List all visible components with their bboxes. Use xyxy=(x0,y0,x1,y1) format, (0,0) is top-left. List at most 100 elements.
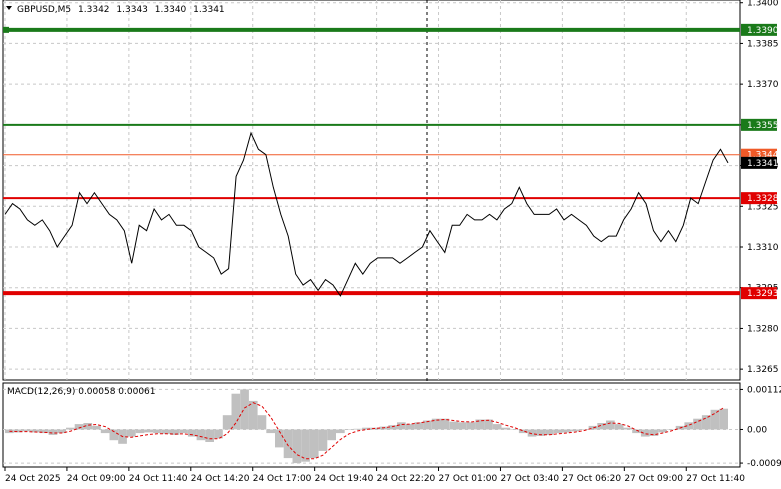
macd-bar xyxy=(179,429,188,434)
macd-bar xyxy=(545,429,554,435)
macd-bar xyxy=(336,429,345,434)
macd-bar xyxy=(606,420,615,430)
macd-bar xyxy=(701,415,711,430)
level-handle-icon[interactable] xyxy=(3,26,9,33)
macd-bar xyxy=(475,419,485,430)
macd-bar xyxy=(309,429,319,459)
macd-bar xyxy=(109,429,119,441)
macd-axis[interactable]: 0.00112 0.00 -0.00094 xyxy=(740,385,781,469)
macd-bar xyxy=(405,424,415,430)
macd-bar xyxy=(222,415,232,430)
macd-bar xyxy=(48,429,58,435)
macd-bar xyxy=(214,429,223,439)
macd-bar xyxy=(579,429,589,430)
macd-bar xyxy=(92,425,101,430)
macd-bar xyxy=(501,427,511,430)
time-tick-label: 24 Oct 17:00 xyxy=(253,474,312,484)
macd-bar xyxy=(423,420,432,430)
macd-bar xyxy=(588,425,598,430)
macd-bar xyxy=(344,429,354,430)
macd-bar xyxy=(66,427,75,430)
macd-bar xyxy=(684,422,694,430)
macd-pane[interactable]: MACD(12,26,9) 0.00058 0.00061 xyxy=(2,382,741,468)
level-1.3355-price-tag xyxy=(741,118,777,131)
macd-bar xyxy=(353,428,363,430)
macd-bar xyxy=(57,429,66,434)
time-tick-label: 24 Oct 22:20 xyxy=(377,474,436,484)
macd-bar xyxy=(187,429,197,437)
time-axis[interactable]: 24 Oct 2025 24 Oct 09:00 24 Oct 11:40 24 Oc… xyxy=(4,467,745,484)
macd-bar xyxy=(83,423,93,430)
level-1.3355-price-label: 1.3355 xyxy=(747,121,779,131)
macd-bar xyxy=(640,429,650,437)
macd-bar xyxy=(553,429,563,434)
open-value: 1.3342 xyxy=(78,5,110,15)
level-1.3328-price-tag xyxy=(741,192,777,205)
price-tick-label: 1.3370 xyxy=(747,80,779,90)
level-1.3390-price-tag xyxy=(741,23,777,36)
level-1.3328-price-label: 1.3328 xyxy=(747,194,779,204)
macd-bar xyxy=(440,418,450,430)
price-axis[interactable]: 1.34001.33851.33701.33551.33401.33251.33… xyxy=(740,0,779,375)
level-1.3390-price-label: 1.3390 xyxy=(747,26,779,36)
time-tick-label: 27 Oct 09:00 xyxy=(624,474,683,484)
macd-signal-line xyxy=(9,402,724,460)
price-tick-label: 1.3280 xyxy=(747,324,779,334)
chart-header: GBPUSD,M5 1.3342 1.3343 1.3340 1.3341 xyxy=(17,5,225,15)
macd-bar xyxy=(205,429,214,442)
macd-bar xyxy=(667,429,676,430)
macd-bar xyxy=(614,424,624,430)
time-tick-label: 24 Oct 09:00 xyxy=(67,474,126,484)
macd-histogram xyxy=(5,389,728,464)
macd-bar xyxy=(100,429,110,434)
time-tick-label: 27 Oct 11:40 xyxy=(686,474,745,484)
level-1.3344-price-label: 1.3344 xyxy=(747,151,779,161)
price-grid xyxy=(3,0,740,380)
macd-bar xyxy=(275,429,284,448)
macd-bar xyxy=(597,423,606,430)
macd-bar xyxy=(466,422,476,430)
macd-bar xyxy=(527,429,537,437)
time-tick-label: 24 Oct 2025 xyxy=(5,474,61,484)
macd-bar xyxy=(492,424,502,430)
macd-bar xyxy=(518,429,528,434)
price-tick-label: 1.3325 xyxy=(747,202,779,212)
macd-bar xyxy=(240,389,249,430)
macd-bar xyxy=(301,429,310,462)
symbol-dropdown-icon[interactable] xyxy=(6,6,12,10)
time-tick-label: 27 Oct 03:40 xyxy=(500,474,559,484)
time-tick-label: 27 Oct 06:20 xyxy=(562,474,621,484)
macd-bar xyxy=(327,429,336,441)
macd-bar xyxy=(571,429,580,432)
price-tick-label: 1.3400 xyxy=(747,0,779,9)
price-tick-label: 1.3385 xyxy=(747,39,779,49)
horizontal-levels[interactable] xyxy=(3,26,740,296)
macd-bar xyxy=(153,429,162,434)
macd-bar xyxy=(231,393,241,430)
macd-bar xyxy=(318,429,328,451)
macd-bar xyxy=(292,429,302,464)
macd-bar xyxy=(127,429,136,437)
time-tick-label: 24 Oct 14:20 xyxy=(191,474,250,484)
macd-bar xyxy=(257,415,267,430)
macd-title: MACD(12,26,9) 0.00058 0.00061 xyxy=(7,387,156,397)
macd-bar xyxy=(397,422,406,430)
macd-bar xyxy=(248,400,258,430)
price-pane[interactable]: GBPUSD,M5 1.3342 1.3343 1.3340 1.3341 xyxy=(2,0,741,467)
macd-bar xyxy=(510,429,519,430)
macd-bar xyxy=(362,427,371,430)
macd-bar xyxy=(266,429,275,434)
close-value: 1.3341 xyxy=(193,5,225,15)
level-1.3293-price-label: 1.3293 xyxy=(747,289,779,299)
level-1.3341-price-label: 1.3341 xyxy=(747,159,779,169)
macd-bar xyxy=(22,429,32,432)
macd-bar xyxy=(431,418,441,430)
macd-bar xyxy=(39,429,49,434)
macd-bar xyxy=(74,424,84,430)
price-tick-label: 1.3310 xyxy=(747,243,779,253)
level-1.3341-price-tag xyxy=(741,156,777,169)
time-tick-label: 27 Oct 01:00 xyxy=(439,474,498,484)
price-tick-label: 1.3265 xyxy=(747,365,779,375)
macd-bar xyxy=(649,429,659,436)
